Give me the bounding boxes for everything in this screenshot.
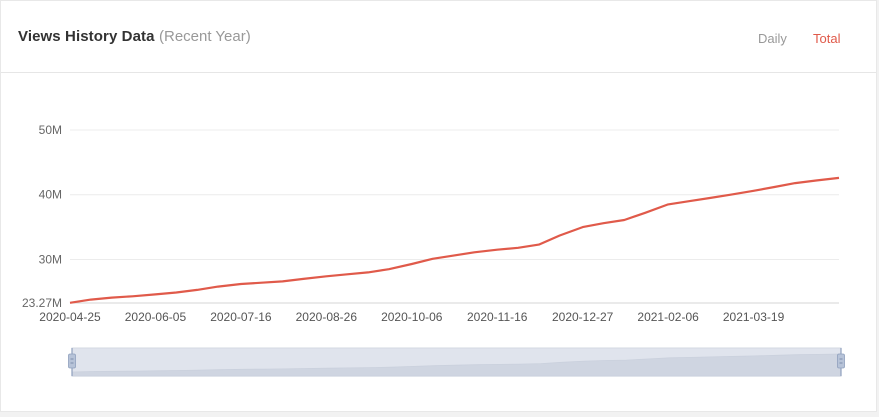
- y-axis: 50M 40M 30M 23.27M: [22, 123, 62, 310]
- x-axis: 2020-04-25 2020-06-05 2020-07-16 2020-08-26…: [39, 310, 784, 324]
- x-tick-label: 2020-10-06: [381, 310, 443, 324]
- x-tick-label: 2020-11-16: [467, 310, 528, 324]
- chart-subtitle: (Recent Year): [159, 28, 251, 45]
- slider-grip[interactable]: [68, 353, 76, 369]
- slider-handle-left[interactable]: [68, 348, 76, 376]
- y-tick-label: 40M: [39, 188, 62, 202]
- y-tick-label: 50M: [39, 123, 62, 137]
- y-tick-label: 30M: [39, 252, 62, 266]
- slider-handle-right[interactable]: [837, 348, 845, 376]
- x-tick-label: 2021-03-19: [723, 310, 785, 324]
- slider-grip[interactable]: [837, 353, 845, 369]
- x-tick-label: 2020-07-16: [210, 310, 272, 324]
- data-zoom-slider[interactable]: [68, 347, 845, 377]
- chart-title: Views History Data: [18, 28, 155, 45]
- card-header: Views History Data (Recent Year) Daily T…: [1, 1, 876, 73]
- x-tick-label: 2020-08-26: [296, 310, 358, 324]
- grid-layer: [70, 129, 839, 304]
- tab-total[interactable]: Total: [813, 31, 841, 46]
- x-tick-label: 2020-04-25: [39, 310, 101, 324]
- x-tick-label: 2021-02-06: [637, 310, 699, 324]
- x-tick-label: 2020-12-27: [552, 310, 614, 324]
- tab-daily[interactable]: Daily: [758, 31, 787, 46]
- slider-selection[interactable]: [72, 348, 841, 376]
- x-tick-label: 2020-06-05: [125, 310, 187, 324]
- series-line: [69, 176, 840, 304]
- y-tick-label: 23.27M: [22, 296, 62, 310]
